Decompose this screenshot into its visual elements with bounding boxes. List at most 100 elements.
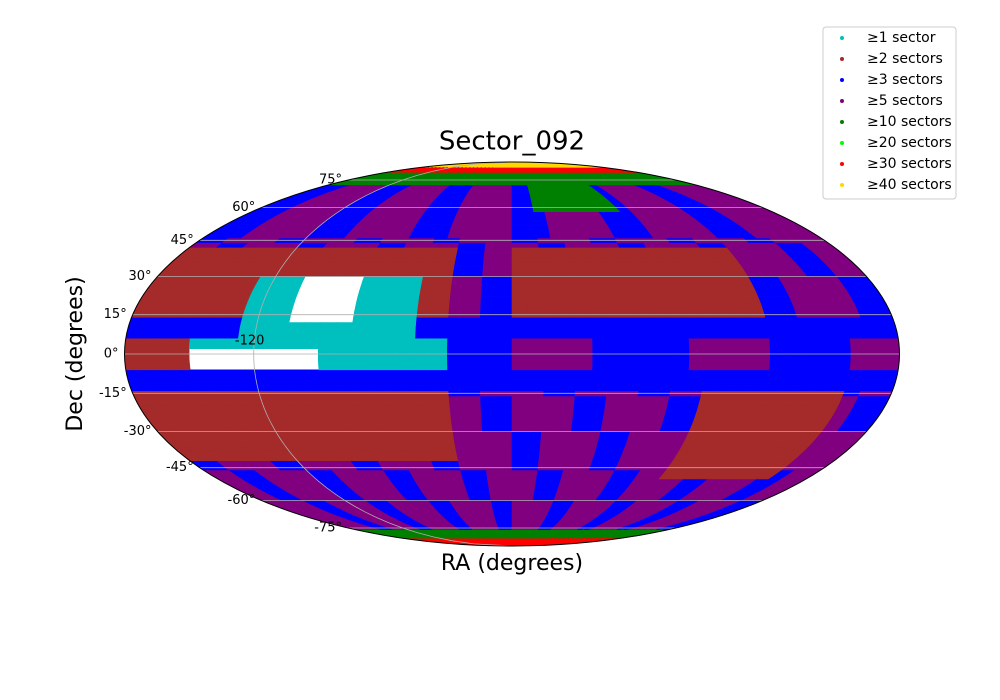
coverage-cell	[302, 426, 321, 432]
coverage-cell	[172, 348, 190, 355]
coverage-cell	[525, 441, 542, 447]
coverage-cell	[765, 317, 784, 323]
coverage-cell	[578, 455, 595, 461]
coverage-cell	[412, 256, 429, 262]
coverage-cell	[145, 385, 164, 391]
coverage-cell	[351, 436, 369, 442]
coverage-cell	[463, 348, 480, 355]
coverage-cell	[414, 353, 432, 360]
coverage-cell	[189, 369, 208, 376]
coverage-cell	[496, 426, 513, 432]
coverage-cell	[554, 441, 570, 447]
coverage-cell	[459, 500, 473, 505]
coverage-cell	[556, 286, 574, 292]
coverage-cell	[482, 266, 498, 272]
coverage-cell	[318, 348, 335, 355]
coverage-cell	[537, 460, 553, 466]
coverage-cell	[140, 364, 159, 371]
coverage-cell	[572, 411, 590, 417]
coverage-cell	[495, 184, 505, 189]
coverage-cell	[465, 416, 483, 422]
coverage-cell	[577, 242, 593, 248]
coverage-cell	[431, 364, 448, 371]
coverage-cell	[684, 436, 702, 442]
coverage-cell	[694, 291, 713, 297]
coverage-cell	[398, 364, 416, 371]
coverage-cell	[495, 343, 513, 349]
coverage-cell	[482, 441, 499, 447]
coverage-cell	[438, 478, 453, 484]
coverage-cell	[480, 411, 498, 417]
coverage-cell	[746, 306, 765, 313]
legend-marker	[840, 36, 844, 40]
coverage-cell	[454, 261, 470, 267]
coverage-cell	[265, 411, 284, 417]
coverage-cell	[522, 211, 535, 217]
coverage-cell	[533, 211, 547, 217]
coverage-cell	[500, 496, 513, 501]
coverage-cell	[749, 317, 768, 323]
coverage-cell	[520, 195, 532, 200]
coverage-cell	[414, 251, 431, 258]
coverage-cell	[733, 385, 752, 391]
coverage-cell	[740, 411, 759, 417]
coverage-cell	[633, 411, 652, 417]
legend-marker	[840, 183, 844, 187]
coverage-cell	[622, 317, 640, 323]
coverage-cell	[455, 446, 471, 452]
coverage-cell	[463, 359, 481, 365]
coverage-cell	[583, 266, 600, 272]
coverage-cell	[511, 271, 528, 277]
coverage-cell	[573, 296, 591, 303]
coverage-cell	[387, 296, 405, 303]
coverage-cell	[511, 455, 527, 461]
coverage-cell	[527, 317, 545, 323]
coverage-cell	[668, 395, 686, 402]
coverage-cell	[814, 380, 833, 386]
coverage-cell	[804, 405, 824, 412]
coverage-cell	[604, 296, 622, 303]
coverage-cell	[457, 207, 471, 212]
coverage-cell	[542, 306, 560, 313]
coverage-cell	[554, 261, 570, 267]
coverage-cell	[581, 446, 598, 452]
coverage-cell	[372, 291, 391, 297]
coverage-cell	[415, 247, 432, 253]
coverage-cell	[751, 374, 770, 381]
coverage-cell	[527, 337, 545, 344]
coverage-cell	[548, 474, 563, 480]
coverage-cell	[355, 446, 374, 452]
coverage-cell	[736, 369, 754, 376]
coverage-cell	[375, 281, 393, 287]
coverage-cell	[569, 431, 587, 437]
coverage-cell	[238, 374, 257, 381]
coverage-cell	[590, 242, 607, 248]
coverage-cell	[357, 291, 375, 297]
coverage-cell	[740, 291, 759, 297]
coverage-cell	[484, 460, 500, 466]
coverage-cell	[800, 332, 819, 339]
coverage-cell	[124, 364, 143, 371]
coverage-cell	[781, 385, 800, 391]
coverage-cell	[278, 405, 297, 412]
coverage-cell	[444, 460, 460, 466]
coverage-cell	[180, 395, 200, 402]
coverage-cell	[760, 400, 779, 407]
coverage-cell	[657, 353, 674, 360]
coverage-cell	[433, 405, 451, 412]
coverage-cell	[410, 441, 428, 447]
coverage-cell	[255, 380, 274, 386]
coverage-cell	[398, 353, 416, 360]
coverage-cell	[415, 369, 433, 376]
coverage-cell	[484, 191, 495, 197]
coverage-cell	[124, 353, 142, 360]
coverage-cell	[421, 426, 439, 432]
coverage-cell	[349, 271, 367, 277]
coverage-cell	[436, 281, 453, 287]
coverage-cell	[511, 281, 528, 287]
coverage-cell	[272, 385, 291, 391]
coverage-cell	[817, 337, 835, 344]
coverage-cell	[661, 281, 679, 287]
coverage-cell	[434, 233, 450, 239]
coverage-cell	[544, 348, 561, 355]
